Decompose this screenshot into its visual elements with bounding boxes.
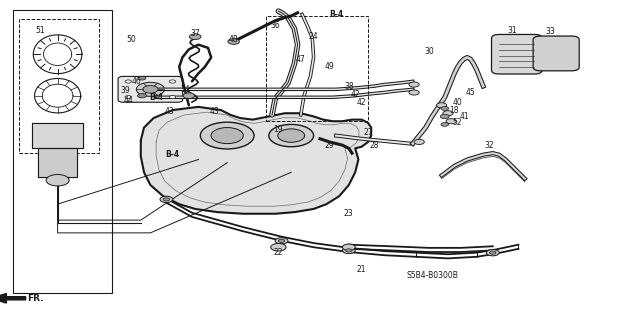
- Text: 28: 28: [370, 141, 379, 150]
- Circle shape: [138, 93, 147, 98]
- Text: 52: 52: [452, 118, 463, 127]
- Text: 36: 36: [270, 21, 280, 30]
- Circle shape: [446, 119, 456, 124]
- FancyBboxPatch shape: [533, 36, 579, 71]
- Text: S5B4-B0300B: S5B4-B0300B: [406, 271, 458, 280]
- Text: 43: 43: [209, 107, 220, 116]
- Polygon shape: [38, 148, 77, 177]
- Bar: [19, 19, 99, 153]
- Text: 22: 22: [274, 248, 283, 256]
- Text: 44: 44: [123, 96, 133, 105]
- Text: 39: 39: [120, 86, 130, 95]
- Circle shape: [143, 85, 158, 93]
- Circle shape: [211, 128, 243, 144]
- Circle shape: [46, 174, 69, 186]
- Circle shape: [269, 124, 314, 147]
- Circle shape: [443, 111, 453, 116]
- Circle shape: [342, 244, 355, 250]
- Text: 30: 30: [424, 47, 434, 56]
- Text: FR.: FR.: [27, 294, 44, 303]
- Circle shape: [200, 122, 254, 149]
- Text: 43: 43: [164, 107, 175, 116]
- Circle shape: [441, 122, 449, 126]
- Circle shape: [436, 103, 447, 108]
- Polygon shape: [32, 123, 83, 148]
- Circle shape: [414, 139, 424, 145]
- Text: 21: 21: [357, 265, 366, 274]
- Circle shape: [136, 82, 164, 96]
- Text: 42: 42: [350, 90, 360, 99]
- Text: 38: 38: [344, 82, 354, 91]
- Circle shape: [163, 198, 170, 201]
- Circle shape: [228, 39, 239, 44]
- Circle shape: [346, 249, 352, 252]
- Text: 33: 33: [545, 27, 556, 36]
- Circle shape: [490, 251, 496, 254]
- Polygon shape: [0, 293, 26, 303]
- Text: 40: 40: [452, 98, 463, 107]
- Circle shape: [189, 34, 201, 40]
- Text: 34: 34: [180, 85, 191, 94]
- Circle shape: [125, 80, 132, 83]
- Text: 49: 49: [324, 63, 335, 71]
- Circle shape: [125, 96, 132, 99]
- Text: 50: 50: [126, 35, 136, 44]
- Circle shape: [275, 238, 288, 244]
- Text: 27: 27: [363, 128, 373, 137]
- Circle shape: [486, 249, 499, 256]
- FancyBboxPatch shape: [492, 34, 542, 74]
- Text: 51: 51: [35, 26, 45, 35]
- Text: 47: 47: [296, 55, 306, 63]
- Text: 31: 31: [507, 26, 517, 35]
- Text: 18: 18: [450, 106, 459, 115]
- Circle shape: [342, 247, 355, 254]
- Text: B-4: B-4: [150, 93, 164, 102]
- Text: 42: 42: [356, 98, 367, 107]
- Circle shape: [278, 239, 285, 242]
- Text: 37: 37: [190, 29, 200, 38]
- Text: 32: 32: [484, 141, 495, 150]
- Circle shape: [183, 93, 195, 99]
- Circle shape: [441, 107, 449, 110]
- Bar: [13, 10, 112, 293]
- FancyBboxPatch shape: [118, 77, 183, 102]
- Text: 23: 23: [344, 209, 354, 218]
- Text: 41: 41: [459, 112, 469, 121]
- Text: B-4: B-4: [166, 150, 180, 159]
- Circle shape: [409, 82, 419, 87]
- Text: 24: 24: [308, 32, 319, 41]
- Text: 19: 19: [273, 125, 284, 134]
- Circle shape: [278, 129, 305, 142]
- Circle shape: [440, 114, 449, 119]
- Circle shape: [160, 196, 173, 203]
- Text: 45: 45: [465, 88, 476, 97]
- Circle shape: [138, 76, 146, 80]
- Circle shape: [169, 80, 175, 83]
- Text: 46: 46: [131, 77, 141, 86]
- Text: B-4: B-4: [329, 10, 343, 19]
- Text: 48: 48: [228, 35, 239, 44]
- Circle shape: [409, 90, 419, 95]
- Circle shape: [169, 96, 175, 99]
- Polygon shape: [141, 107, 371, 214]
- Text: 29: 29: [324, 141, 335, 150]
- Bar: [266, 16, 368, 121]
- Circle shape: [271, 243, 286, 251]
